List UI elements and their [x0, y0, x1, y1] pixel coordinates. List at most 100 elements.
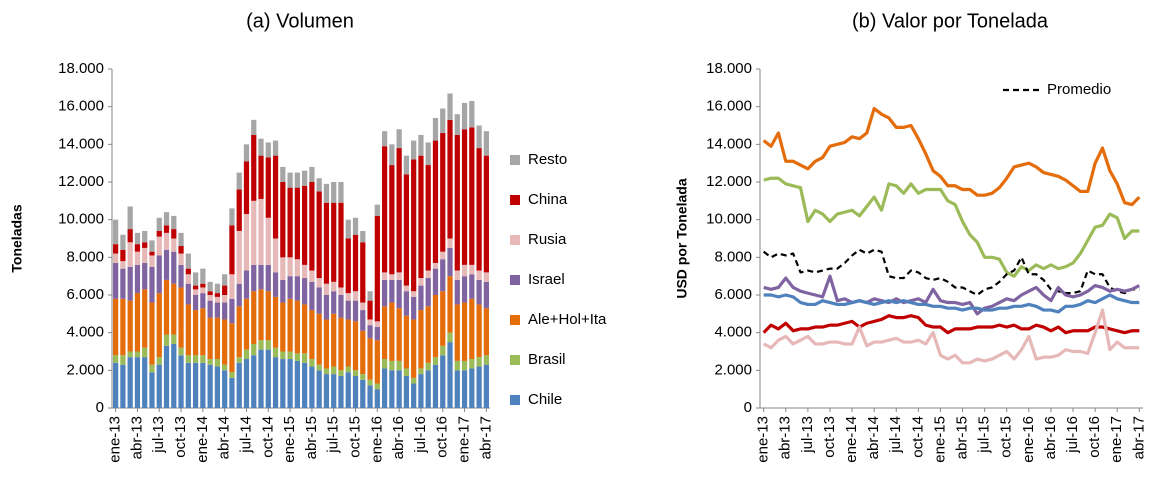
bar-segment	[272, 238, 279, 273]
bar-segment	[113, 219, 119, 245]
bar-segment	[113, 298, 119, 356]
bar-segment	[163, 225, 170, 233]
bar-segment	[207, 281, 213, 292]
bar-segment	[469, 298, 475, 360]
line	[763, 274, 1141, 316]
bar-segment	[163, 279, 170, 335]
bar-segment	[447, 342, 453, 408]
bar-segment	[418, 368, 424, 375]
bar-segment	[222, 295, 228, 303]
bar-segment	[403, 291, 410, 316]
bar-segment	[163, 232, 170, 250]
y-tick-label: 0	[96, 399, 104, 416]
bar-segment	[236, 357, 242, 363]
bar-segment	[134, 251, 141, 265]
bar-segment	[381, 279, 388, 307]
bar-segment	[185, 304, 191, 356]
bar-segment	[127, 300, 133, 352]
bar-segment	[469, 359, 475, 369]
bar-segment	[294, 187, 300, 260]
bar-segment	[294, 172, 300, 188]
bar-segment	[374, 321, 380, 328]
bar-segment	[142, 347, 148, 358]
bar-segment	[338, 317, 344, 371]
bar-segment	[440, 259, 446, 292]
bar-segment	[316, 313, 322, 365]
bar-segment	[425, 165, 431, 271]
bar-segment	[447, 247, 453, 277]
bar-segment	[360, 330, 366, 375]
bar-segment	[149, 302, 155, 365]
bar-segment	[214, 317, 221, 360]
bar-segment	[454, 270, 460, 280]
bar-segment	[120, 234, 126, 250]
bar-segment	[113, 262, 119, 299]
y-tick-label: 18.000	[706, 60, 752, 77]
bar-segment	[309, 166, 315, 182]
x-tick-label: abr-14	[865, 416, 882, 459]
chart-title: (b) Valor por Tonelada	[852, 10, 1049, 32]
bar-segment	[156, 255, 162, 294]
bar-segment	[178, 253, 184, 265]
bar-segment	[120, 261, 126, 269]
bar-segment	[345, 366, 351, 373]
bar-segment	[411, 319, 417, 378]
bar-segment	[258, 198, 264, 265]
legend-label: Resto	[528, 151, 567, 168]
bar-segment	[461, 264, 468, 277]
bar-segment	[432, 364, 439, 408]
bar-segment	[461, 302, 468, 361]
bar-segment	[447, 238, 453, 248]
bar-segment	[243, 349, 250, 360]
bar-segment	[389, 274, 395, 280]
bar-segment	[432, 140, 439, 263]
bar-segment	[251, 134, 257, 201]
bar-segment	[425, 306, 431, 363]
bar-segment	[381, 359, 388, 369]
bar-segment	[454, 304, 460, 361]
bar-segment	[251, 343, 257, 356]
bar-segment	[302, 353, 308, 363]
bar-segment	[185, 362, 191, 408]
bar-segment	[425, 362, 431, 371]
bar-segment	[142, 230, 148, 243]
bar-segment	[287, 187, 293, 258]
bar-segment	[476, 304, 482, 358]
x-tick-label: abr-15	[954, 416, 971, 459]
bar-segment	[374, 383, 380, 390]
bar-segment	[381, 146, 388, 273]
y-tick-label: 16.000	[58, 98, 104, 115]
bar-segment	[200, 287, 206, 294]
bar-segment	[134, 232, 141, 245]
chart-title: (a) Volumen	[246, 10, 354, 32]
y-axis-label: USD por Tonelada	[674, 178, 690, 299]
bar-segment	[127, 351, 133, 358]
x-tick-label: ene-14	[194, 416, 211, 463]
bar-segment	[440, 355, 446, 408]
bar-segment	[222, 364, 228, 371]
bar-segment	[367, 291, 373, 301]
line	[762, 314, 1140, 335]
bar-segment	[265, 291, 271, 341]
bar-segment	[476, 357, 482, 367]
bar-segment	[243, 270, 250, 299]
bar-segment	[411, 159, 417, 292]
bar-segment	[200, 355, 206, 363]
bar-segment	[156, 230, 162, 237]
bar-segment	[251, 264, 257, 292]
bar-segment	[360, 379, 366, 408]
bar-segment	[338, 287, 344, 295]
bar-segment	[425, 142, 431, 166]
bar-segment	[316, 278, 322, 288]
bar-segment	[258, 155, 264, 199]
bar-segment	[214, 302, 221, 318]
bar-segment	[381, 131, 388, 147]
x-tick-label: ene-15	[931, 416, 948, 463]
bar-segment	[192, 310, 199, 356]
bar-segment	[287, 359, 293, 408]
bar-segment	[127, 206, 133, 230]
x-tick-label: ene-15	[281, 416, 298, 463]
bar-segment	[192, 285, 199, 290]
bar-segment	[396, 148, 402, 273]
legend-swatch	[510, 195, 520, 205]
